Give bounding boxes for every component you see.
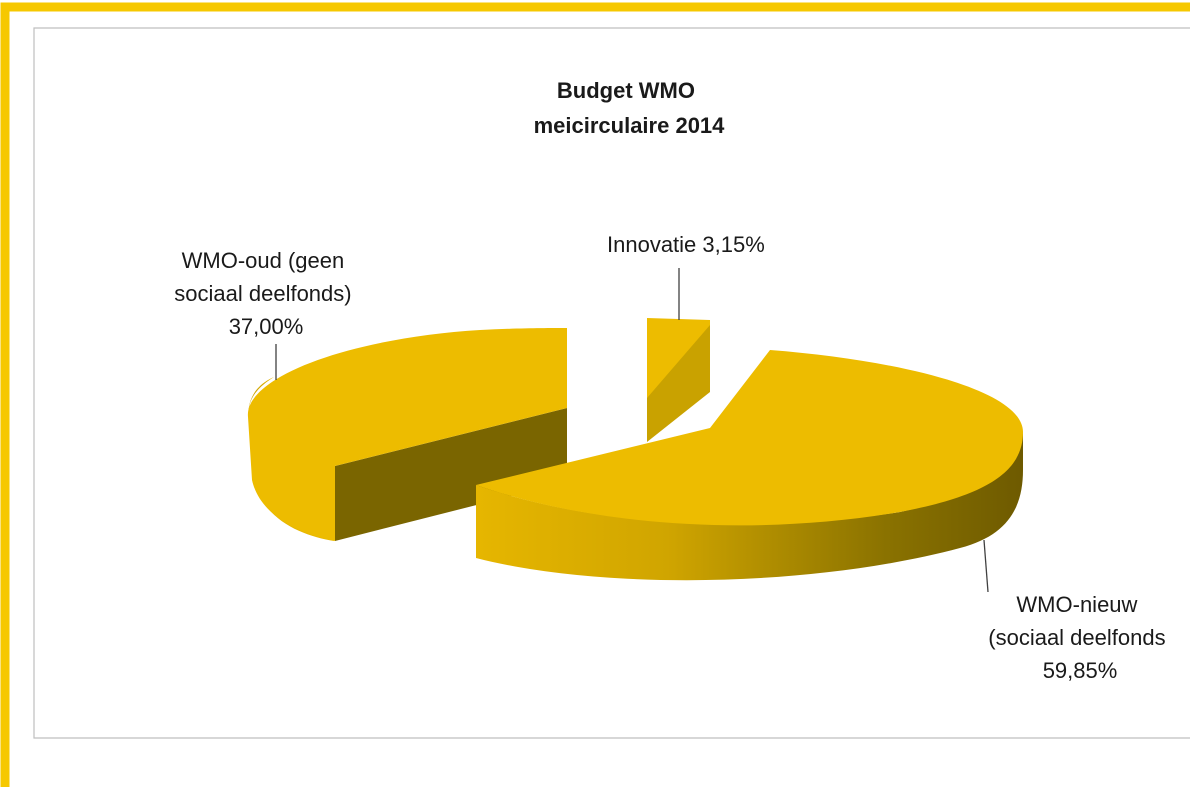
data-label-line: WMO-oud (geen (182, 248, 345, 273)
pie-slice-innovatie (647, 318, 710, 442)
slice-cut-face-wmo-oud (335, 408, 567, 541)
leader-line-wmo-nieuw (983, 539, 989, 593)
plot-area-border (33, 27, 1190, 739)
slice-cut-face-innovatie (647, 325, 710, 442)
data-label-line: sociaal deelfonds) (174, 281, 351, 306)
chart-title-line: meicirculaire 2014 (534, 113, 726, 138)
slice-rim-wmo-nieuw (476, 430, 1023, 581)
data-label-line: WMO-nieuw (1016, 592, 1137, 617)
slice-top-wmo-nieuw (476, 350, 1023, 526)
data-label-line: 37,00% (229, 314, 304, 339)
data-label-line: 59,85% (1043, 658, 1118, 683)
data-label-wmo-oud: WMO-oud (geen sociaal deelfonds) 37,00% (174, 248, 357, 339)
data-label-wmo-nieuw: WMO-nieuw (sociaal deelfonds 59,85% (988, 592, 1171, 683)
pie-slice-wmo-oud (247, 328, 567, 541)
slice-top-wmo-oud (247, 328, 567, 541)
pie-slice-wmo-nieuw (476, 350, 1023, 581)
data-label-line: (sociaal deelfonds (988, 625, 1165, 650)
data-label-innovatie: Innovatie 3,15% (607, 232, 765, 257)
chart-title-line: Budget WMO (557, 78, 695, 103)
chart-title: Budget WMO meicirculaire 2014 (534, 78, 726, 138)
data-label-line: Innovatie 3,15% (607, 232, 765, 257)
